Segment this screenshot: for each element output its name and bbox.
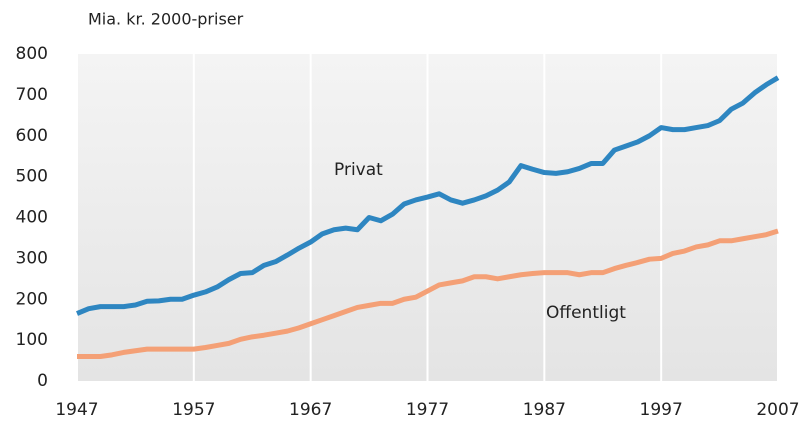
y-tick-label: 200	[16, 289, 48, 309]
y-tick-label: 800	[16, 44, 48, 64]
y-tick-label: 0	[37, 371, 48, 391]
x-tick-label: 2007	[756, 400, 799, 420]
x-tick-label: 1957	[172, 400, 215, 420]
y-tick-label: 500	[16, 167, 48, 187]
y-tick-label: 700	[16, 85, 48, 105]
y-tick-label: 300	[16, 248, 48, 268]
annotation: Offentligt	[546, 303, 626, 323]
x-tick-label: 1987	[523, 400, 566, 420]
y-tick-label: 600	[16, 126, 48, 146]
annotation: Privat	[334, 160, 383, 180]
x-tick-label: 1967	[289, 400, 332, 420]
y-tick-label: 100	[16, 330, 48, 350]
line	[77, 228, 779, 359]
y-tick-label: 400	[16, 208, 48, 228]
x-tick-label: 1977	[406, 400, 449, 420]
x-tick-label: 1947	[55, 400, 98, 420]
line	[76, 75, 780, 316]
y-axis-label: Mia. kr. 2000-priser	[88, 10, 244, 29]
x-tick-label: 1997	[640, 400, 683, 420]
